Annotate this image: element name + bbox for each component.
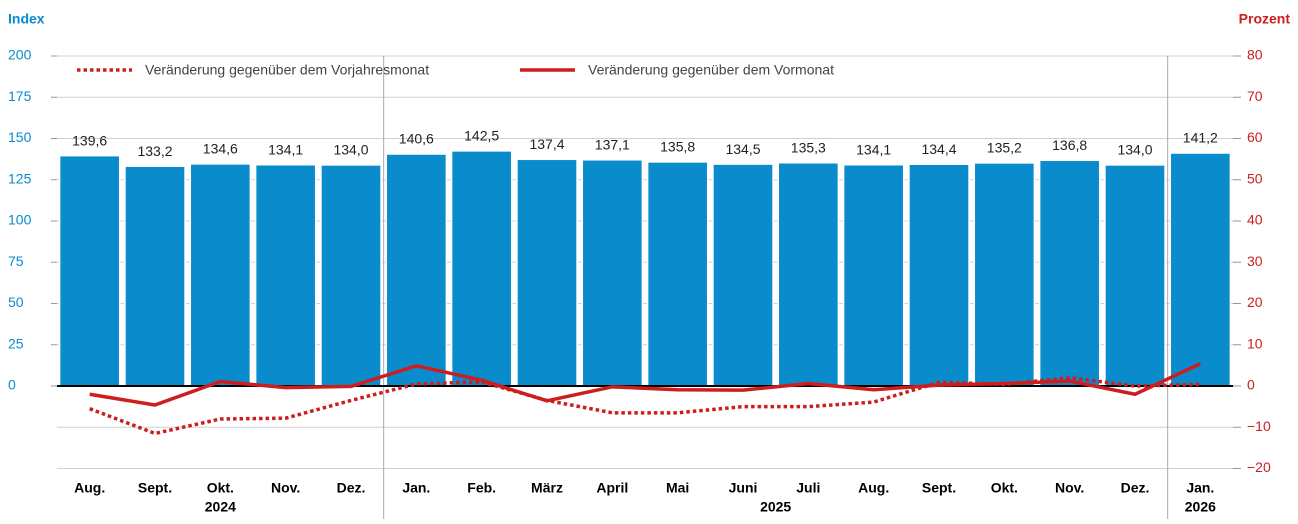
x-tick-label: Okt. xyxy=(207,480,234,496)
value-label: 135,3 xyxy=(791,139,826,155)
x-group-label: 2025 xyxy=(760,499,791,515)
y-tick-label: 200 xyxy=(8,47,32,63)
bar xyxy=(124,165,186,387)
bar xyxy=(908,163,970,387)
x-tick-label: Mai xyxy=(666,480,689,496)
legend-label: Veränderung gegenüber dem Vorjahresmonat xyxy=(145,62,429,78)
line-series xyxy=(89,362,1202,407)
x-tick-label: April xyxy=(596,480,628,496)
bar xyxy=(777,162,840,387)
bar xyxy=(58,154,121,387)
y-tick-label: 0 xyxy=(8,377,16,393)
y-tick-label: 25 xyxy=(8,335,24,351)
x-group-label: 2026 xyxy=(1185,499,1216,515)
x-tick-label: Juni xyxy=(729,480,758,496)
bar xyxy=(973,162,1036,387)
y-tick-label: 125 xyxy=(8,170,32,186)
y2-tick-label: 60 xyxy=(1247,129,1263,145)
y2-tick-label: 80 xyxy=(1247,47,1263,63)
y-tick-label: 50 xyxy=(8,294,24,310)
x-tick-label: Nov. xyxy=(1055,480,1084,496)
x-tick-label: Sept. xyxy=(138,480,172,496)
x-tick-label: Okt. xyxy=(991,480,1018,496)
value-label: 136,8 xyxy=(1052,137,1087,153)
x-tick-label: Dez. xyxy=(337,480,366,496)
y-tick-label: 175 xyxy=(8,88,32,104)
value-label: 142,5 xyxy=(464,128,499,144)
bar xyxy=(1038,159,1101,387)
x-tick-label: Aug. xyxy=(74,480,105,496)
value-label: 134,1 xyxy=(856,141,891,157)
y2-tick-label: 20 xyxy=(1247,294,1263,310)
value-label: 134,6 xyxy=(203,141,238,157)
value-label: 133,2 xyxy=(137,143,172,159)
x-group-label: 2024 xyxy=(205,499,236,515)
bar xyxy=(646,161,709,387)
y2-tick-label: −20 xyxy=(1247,459,1271,475)
y2-tick-label: 10 xyxy=(1247,335,1263,351)
bar xyxy=(385,153,448,387)
bar xyxy=(450,150,513,387)
value-label: 134,5 xyxy=(725,141,760,157)
y-axis-title: Index xyxy=(8,11,45,27)
legend-label: Veränderung gegenüber dem Vormonat xyxy=(588,62,834,78)
value-label: 134,0 xyxy=(1117,142,1152,158)
value-label: 141,2 xyxy=(1183,130,1218,146)
x-tick-label: Jan. xyxy=(402,480,430,496)
value-label: 135,2 xyxy=(987,140,1022,156)
y2-tick-label: 0 xyxy=(1247,377,1255,393)
bar xyxy=(581,159,644,387)
bar xyxy=(254,163,317,387)
y2-tick-label: 50 xyxy=(1247,170,1263,186)
bar xyxy=(516,158,578,387)
value-label: 135,8 xyxy=(660,139,695,155)
bar xyxy=(320,164,382,387)
x-tick-label: Sept. xyxy=(922,480,956,496)
x-tick-label: Juli xyxy=(796,480,820,496)
value-label: 134,4 xyxy=(921,141,956,157)
y2-tick-label: 30 xyxy=(1247,253,1263,269)
y-tick-label: 75 xyxy=(8,253,24,269)
value-label: 137,1 xyxy=(595,136,630,152)
x-tick-label: Dez. xyxy=(1121,480,1150,496)
bar xyxy=(189,163,252,387)
y2-tick-label: −10 xyxy=(1247,418,1271,434)
value-label: 139,6 xyxy=(72,132,107,148)
value-label: 134,0 xyxy=(333,142,368,158)
x-tick-label: Jan. xyxy=(1186,480,1214,496)
bar xyxy=(712,163,774,387)
value-label: 134,1 xyxy=(268,141,303,157)
bar xyxy=(842,163,905,387)
value-label: 137,4 xyxy=(529,136,564,152)
y-tick-label: 100 xyxy=(8,212,32,228)
y2-axis-title: Prozent xyxy=(1239,11,1291,27)
y2-tick-label: 40 xyxy=(1247,212,1263,228)
y-tick-label: 150 xyxy=(8,129,32,145)
value-label: 140,6 xyxy=(399,131,434,147)
bar xyxy=(1169,152,1232,387)
x-tick-label: Feb. xyxy=(467,480,496,496)
x-tick-label: März xyxy=(531,480,563,496)
x-tick-label: Aug. xyxy=(858,480,889,496)
y2-tick-label: 70 xyxy=(1247,88,1263,104)
bar xyxy=(1104,164,1166,387)
x-tick-label: Nov. xyxy=(271,480,300,496)
